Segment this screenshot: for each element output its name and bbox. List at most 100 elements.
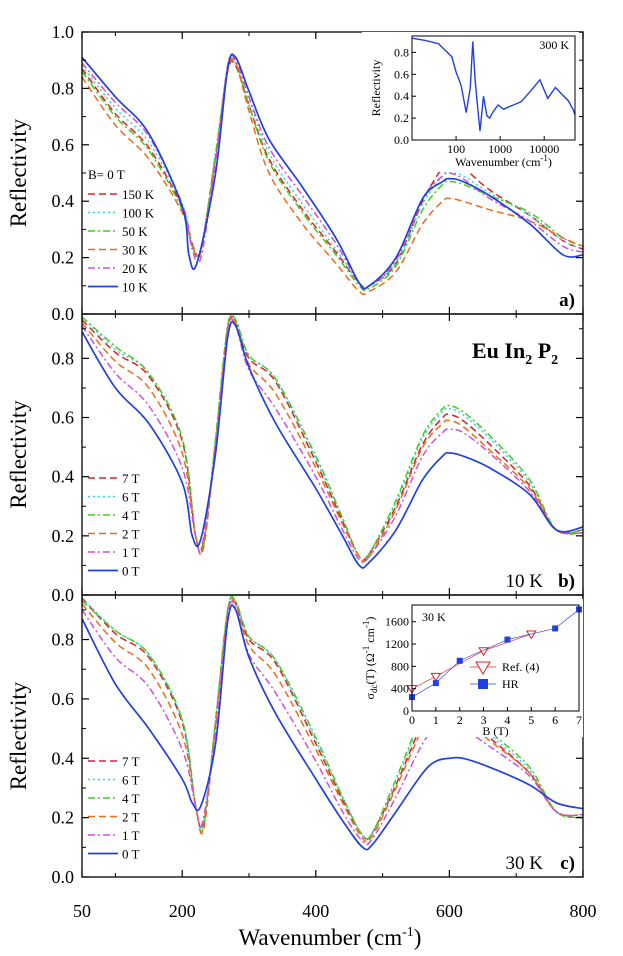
x-tick-label-3: 600 [436, 901, 463, 921]
compound-sub1: 2 [525, 353, 532, 368]
legend-label: 150 K [122, 187, 155, 202]
inset-x-tick-label: 4 [504, 713, 510, 727]
series-line-a-10k [82, 53, 583, 290]
inset-y-tick-label: 400 [391, 682, 409, 696]
inset-x-axis-main: Wavenumber (cm [455, 155, 541, 169]
inset-x-tick-label: 3 [481, 713, 487, 727]
inset-spectrum: 0.0 0.2 0.4 0.6 0.8 100 1000 10000 300 K Reflecti… [362, 32, 579, 172]
x-axis-title-main: Wavenumber (cm [239, 925, 403, 950]
compound-sub2: 2 [551, 353, 558, 368]
x-axis-title-sup: -1 [402, 925, 414, 940]
inset-line [411, 37, 576, 132]
inset-y-tick-label: 0.6 [394, 67, 409, 81]
legend: 7 T 6 T 4 T 2 T 1 T 0 T [88, 471, 140, 579]
legend-label: 2 T [122, 810, 140, 825]
panel-tag: c) [560, 853, 575, 874]
inset-y-tick-label: 0.8 [394, 45, 409, 59]
inset-y-tick-label: 0.0 [394, 133, 409, 147]
legend-title: B= 0 T [88, 167, 125, 182]
inset-y-tick-label: 0 [403, 704, 409, 718]
inset-marker-square [432, 680, 439, 687]
series-line-b-0t [82, 320, 583, 569]
x-axis-title: Wavenumber (cm-1) [239, 925, 422, 950]
legend: B= 0 T 150 K 100 K 50 K 30 K 20 K 10 K [88, 167, 155, 295]
inset-y-axis-title: σdc(T) (Ω-1 cm-1) [361, 617, 379, 700]
y-tick-label: 0.0 [52, 867, 75, 887]
x-tick-label-2: 400 [302, 901, 329, 921]
inset-marker-square [504, 636, 511, 643]
legend-label: 50 K [122, 224, 148, 239]
inset-x-tick-label: 7 [576, 713, 582, 727]
inset-x-tick-label: 6 [552, 713, 558, 727]
inset-y-tick-label: 0.4 [394, 89, 409, 103]
legend-label: 30 K [122, 243, 148, 258]
panel-tag: a) [559, 290, 575, 311]
inset-y-axis-part: σ [363, 692, 377, 699]
series-line-a-30k [82, 57, 583, 296]
legend-label: 7 T [122, 471, 140, 486]
compound-mid: P [532, 338, 551, 363]
legend-label: 4 T [122, 791, 140, 806]
inset-x-axis-title: B (T) [482, 724, 508, 738]
series-line-c-0t [82, 604, 583, 851]
y-tick-label: 0.0 [52, 585, 75, 605]
legend: 7 T 6 T 4 T 2 T 1 T 0 T [88, 754, 140, 862]
y-tick-label: 1.0 [52, 22, 75, 42]
inset-marker-square [552, 625, 559, 632]
inset-x-tick-label: 100 [447, 142, 465, 156]
inset-frame [411, 35, 576, 141]
y-axis-title: Reflectivity [6, 118, 31, 227]
y-axis-title: Reflectivity [6, 681, 31, 790]
inset-frame [411, 604, 580, 712]
inset-y-axis-part: cm [363, 627, 377, 645]
legend-label: 10 K [122, 280, 148, 295]
x-tick-label-4: 800 [570, 901, 597, 921]
inset-bg [364, 599, 583, 737]
series-line-c-1t [82, 600, 583, 846]
inset-x-tick-label: 0 [409, 713, 415, 727]
y-tick-label: 0.8 [52, 348, 75, 368]
legend-label: 1 T [122, 828, 140, 843]
inset-y-tick-label: 1600 [385, 615, 409, 629]
panel-a: 0.0 0.2 0.4 0.6 0.8 1.0 Reflectivity a) B= 0 T 15… [6, 22, 584, 324]
series-line-b-2t [82, 315, 583, 563]
inset-marker-triangle [430, 672, 442, 682]
legend-label: 7 T [122, 754, 140, 769]
inset-y-tick-label: 800 [391, 659, 409, 673]
inset-legend-square [478, 679, 488, 689]
y-tick-label: 0.4 [52, 467, 75, 487]
inset-y-axis-part: -1 [361, 621, 371, 629]
legend-label: 1 T [122, 545, 140, 560]
inset-bg [362, 32, 579, 172]
y-tick-label: 0.6 [52, 408, 75, 428]
inset-y-axis-part: -1 [361, 646, 371, 654]
y-tick-label: 0.2 [52, 526, 75, 546]
y-tick-label: 0.6 [52, 689, 75, 709]
y-tick-label: 0.8 [52, 78, 75, 98]
legend-label: 0 T [122, 847, 140, 862]
legend-label: 6 T [122, 490, 140, 505]
inset-legend-triangle [475, 661, 491, 675]
inset-y-tick-label: 0.2 [394, 111, 409, 125]
inset-conductivity: 0 400 800 1200 1600 0 1 2 3 4 5 6 7 30 K B (T) σdc(T) (… [361, 599, 583, 738]
legend-label: 4 T [122, 508, 140, 523]
y-tick-label: 0.4 [52, 748, 75, 768]
temperature-label: 30 K [506, 853, 544, 874]
panel-b: 0.0 0.2 0.4 0.6 0.8 Reflectivity b) 10 K 7 T 6 T 4… [6, 313, 584, 605]
inset-label: 300 K [539, 38, 569, 52]
inset-x-tick-label: 2 [457, 713, 463, 727]
inset-x-axis-sup: -1 [540, 153, 548, 163]
inset-x-tick-label: 1000 [488, 142, 512, 156]
series-group [82, 314, 583, 569]
y-tick-label: 0.2 [52, 808, 75, 828]
y-axis-title: Reflectivity [6, 400, 31, 509]
compound-pre: Eu In [472, 338, 525, 363]
y-tick-label: 0.4 [52, 191, 75, 211]
inset-y-tick-label: 1200 [385, 637, 409, 651]
compound-label: Eu In2 P2 [472, 338, 558, 368]
x-axis-title-end: ) [414, 925, 422, 950]
inset-x-axis-title: Wavenumber (cm-1) [455, 153, 552, 169]
series-line-b-7t [82, 315, 583, 562]
inset-x-tick-label: 1 [433, 713, 439, 727]
